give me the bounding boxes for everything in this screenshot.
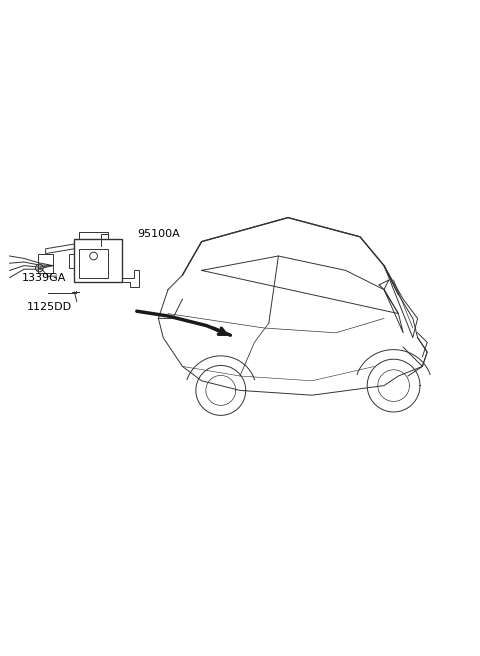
Text: 95100A: 95100A — [137, 229, 180, 239]
Bar — [38, 254, 53, 273]
Text: 1339GA: 1339GA — [22, 273, 66, 283]
Bar — [69, 254, 74, 268]
Bar — [79, 232, 108, 239]
Text: 1125DD: 1125DD — [26, 302, 72, 312]
Bar — [74, 239, 122, 282]
Bar — [79, 249, 108, 277]
